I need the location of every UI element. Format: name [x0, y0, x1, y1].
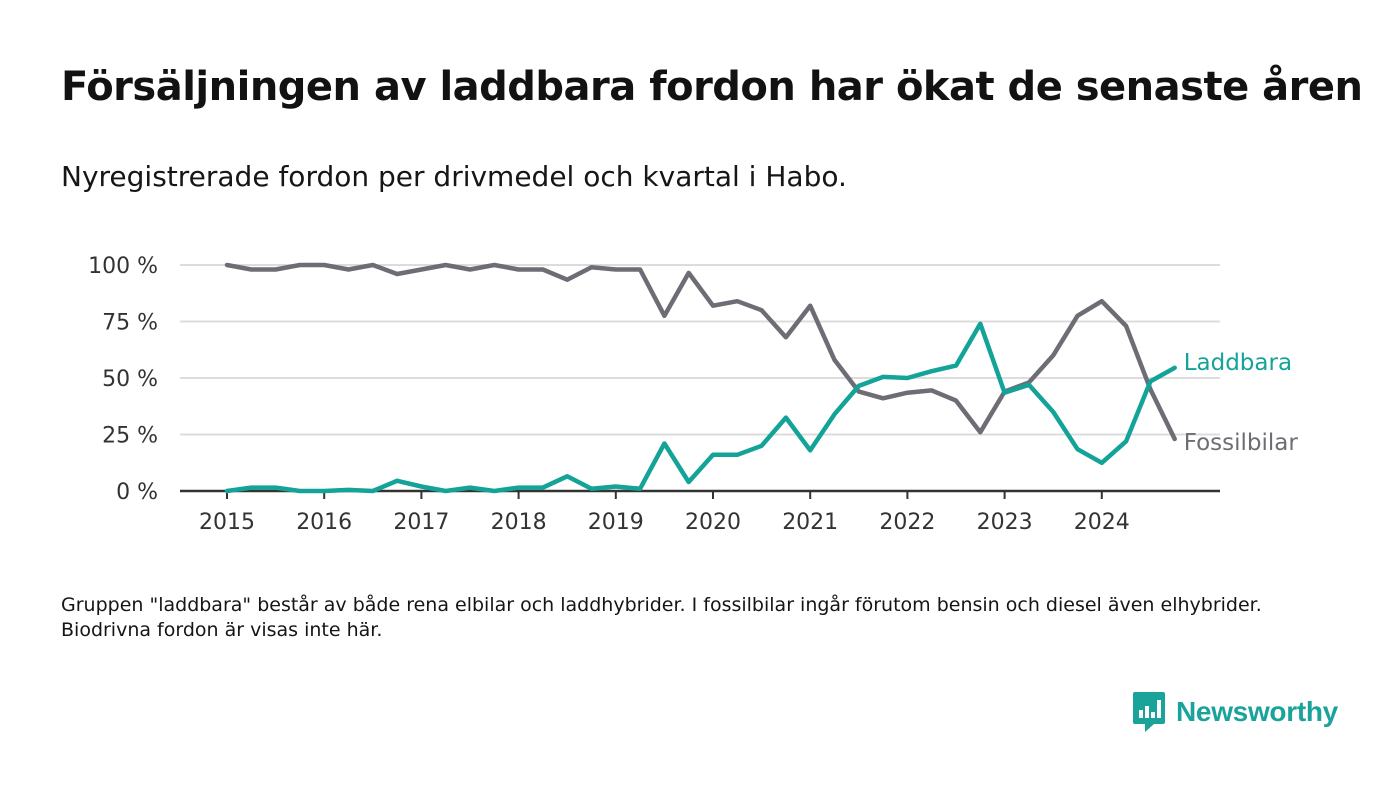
- chart-title: Försäljningen av laddbara fordon har öka…: [61, 64, 1363, 110]
- x-tick-label: 2022: [879, 510, 935, 535]
- x-tick-label: 2016: [296, 510, 352, 535]
- line-chart: 0 % 25 % 50 % 75 % 100 % 2015 2016 2017 2018 2019…: [88, 254, 1299, 535]
- y-tick-label: 100 %: [88, 254, 158, 279]
- series-line-laddbara: [224, 321, 1177, 494]
- x-tick-label: 2020: [685, 510, 741, 535]
- y-tick-label: 25 %: [102, 424, 158, 449]
- x-tick-label: 2017: [393, 510, 449, 535]
- x-tick-label: 2023: [977, 510, 1033, 535]
- y-tick-label: 50 %: [102, 367, 158, 392]
- y-tick-label: 75 %: [102, 311, 158, 336]
- x-tick-label: 2015: [199, 510, 255, 535]
- chart-subtitle: Nyregistrerade fordon per drivmedel och …: [61, 160, 847, 193]
- footnote: Gruppen "laddbara" består av både rena e…: [61, 594, 1262, 641]
- series-label-fossilbilar: Fossilbilar: [1184, 430, 1299, 456]
- newsworthy-logo-icon: [1133, 692, 1165, 732]
- x-tick-label: 2024: [1074, 510, 1130, 535]
- x-tick-label: 2019: [588, 510, 644, 535]
- y-tick-label: 0 %: [116, 480, 158, 505]
- series-line-fossilbilar: [224, 262, 1177, 442]
- newsworthy-logo[interactable]: Newsworthy: [1132, 690, 1338, 734]
- brand-name: Newsworthy: [1176, 696, 1338, 727]
- series-label-laddbara: Laddbara: [1184, 350, 1292, 376]
- x-tick-label: 2021: [782, 510, 838, 535]
- x-tick-label: 2018: [491, 510, 547, 535]
